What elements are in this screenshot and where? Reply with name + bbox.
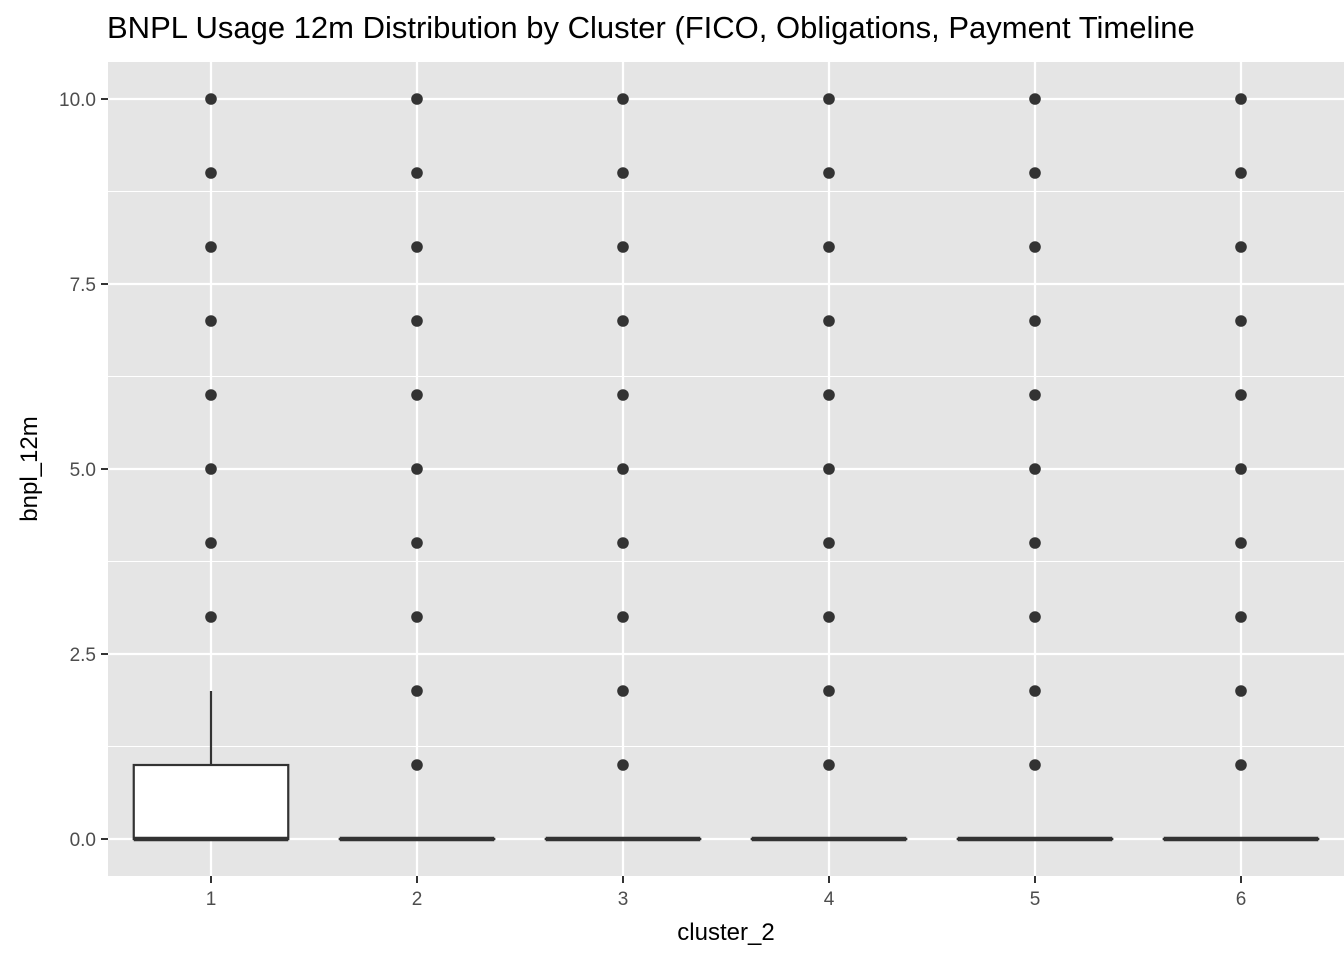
x-axis-title: cluster_2	[677, 919, 774, 946]
outlier-point	[823, 537, 835, 549]
outlier-point	[1235, 685, 1247, 697]
outlier-point	[205, 537, 217, 549]
outlier-point	[205, 315, 217, 327]
outlier-point	[1235, 389, 1247, 401]
outlier-point	[1029, 537, 1041, 549]
outlier-point	[205, 167, 217, 179]
outlier-point	[617, 611, 629, 623]
outlier-point	[411, 389, 423, 401]
outlier-point	[411, 611, 423, 623]
x-tick-label: 3	[618, 889, 629, 910]
outlier-point	[205, 611, 217, 623]
outlier-point	[823, 759, 835, 771]
outlier-point	[205, 463, 217, 475]
x-tick-label: 6	[1236, 889, 1247, 910]
outlier-points-layer	[205, 93, 1247, 771]
y-tick-label: 7.5	[70, 275, 96, 296]
outlier-point	[1029, 167, 1041, 179]
outlier-point	[411, 93, 423, 105]
outlier-point	[1235, 93, 1247, 105]
y-axis: 0.0 2.5 5.0 7.5 10.0	[59, 90, 108, 851]
outlier-point	[1029, 611, 1041, 623]
outlier-point	[1235, 537, 1247, 549]
minor-gridlines	[108, 190, 1344, 748]
outlier-point	[411, 241, 423, 253]
y-tick-label: 0.0	[70, 830, 96, 851]
outlier-point	[617, 241, 629, 253]
outlier-point	[823, 315, 835, 327]
outlier-point	[617, 759, 629, 771]
outlier-point	[1029, 759, 1041, 771]
x-axis: 1 2 3 4 5 6	[206, 876, 1247, 910]
x-tick-label: 4	[824, 889, 835, 910]
outlier-point	[617, 389, 629, 401]
outlier-point	[617, 315, 629, 327]
outlier-point	[205, 389, 217, 401]
outlier-point	[411, 685, 423, 697]
outlier-point	[823, 93, 835, 105]
outlier-point	[411, 315, 423, 327]
outlier-point	[411, 167, 423, 179]
y-tick-label: 10.0	[59, 90, 96, 111]
outlier-point	[823, 611, 835, 623]
x-tick-label: 1	[206, 889, 217, 910]
outlier-point	[1029, 463, 1041, 475]
boxes-layer	[132, 691, 1320, 842]
outlier-point	[1029, 93, 1041, 105]
outlier-point	[823, 463, 835, 475]
outlier-point	[1029, 315, 1041, 327]
outlier-point	[205, 241, 217, 253]
outlier-point	[617, 463, 629, 475]
outlier-point	[617, 685, 629, 697]
outlier-point	[1235, 611, 1247, 623]
outlier-point	[1235, 167, 1247, 179]
outlier-point	[411, 537, 423, 549]
outlier-point	[617, 93, 629, 105]
y-tick-label: 2.5	[70, 645, 96, 666]
x-tick-label: 2	[412, 889, 423, 910]
outlier-point	[823, 167, 835, 179]
chart-title: BNPL Usage 12m Distribution by Cluster (…	[107, 10, 1195, 45]
outlier-point	[1235, 463, 1247, 475]
outlier-point	[1235, 315, 1247, 327]
outlier-point	[617, 167, 629, 179]
x-tick-label: 5	[1030, 889, 1041, 910]
outlier-point	[1029, 241, 1041, 253]
outlier-point	[823, 389, 835, 401]
box-cluster-1	[132, 691, 290, 842]
y-tick-label: 5.0	[70, 460, 96, 481]
outlier-point	[1235, 759, 1247, 771]
outlier-point	[411, 759, 423, 771]
outlier-point	[411, 463, 423, 475]
outlier-point	[823, 241, 835, 253]
outlier-point	[617, 537, 629, 549]
y-axis-title: bnpl_12m	[16, 416, 43, 521]
outlier-point	[823, 685, 835, 697]
outlier-point	[1029, 389, 1041, 401]
outlier-point	[205, 93, 217, 105]
outlier-point	[1235, 241, 1247, 253]
outlier-point	[1029, 685, 1041, 697]
box-iqr	[132, 763, 290, 841]
